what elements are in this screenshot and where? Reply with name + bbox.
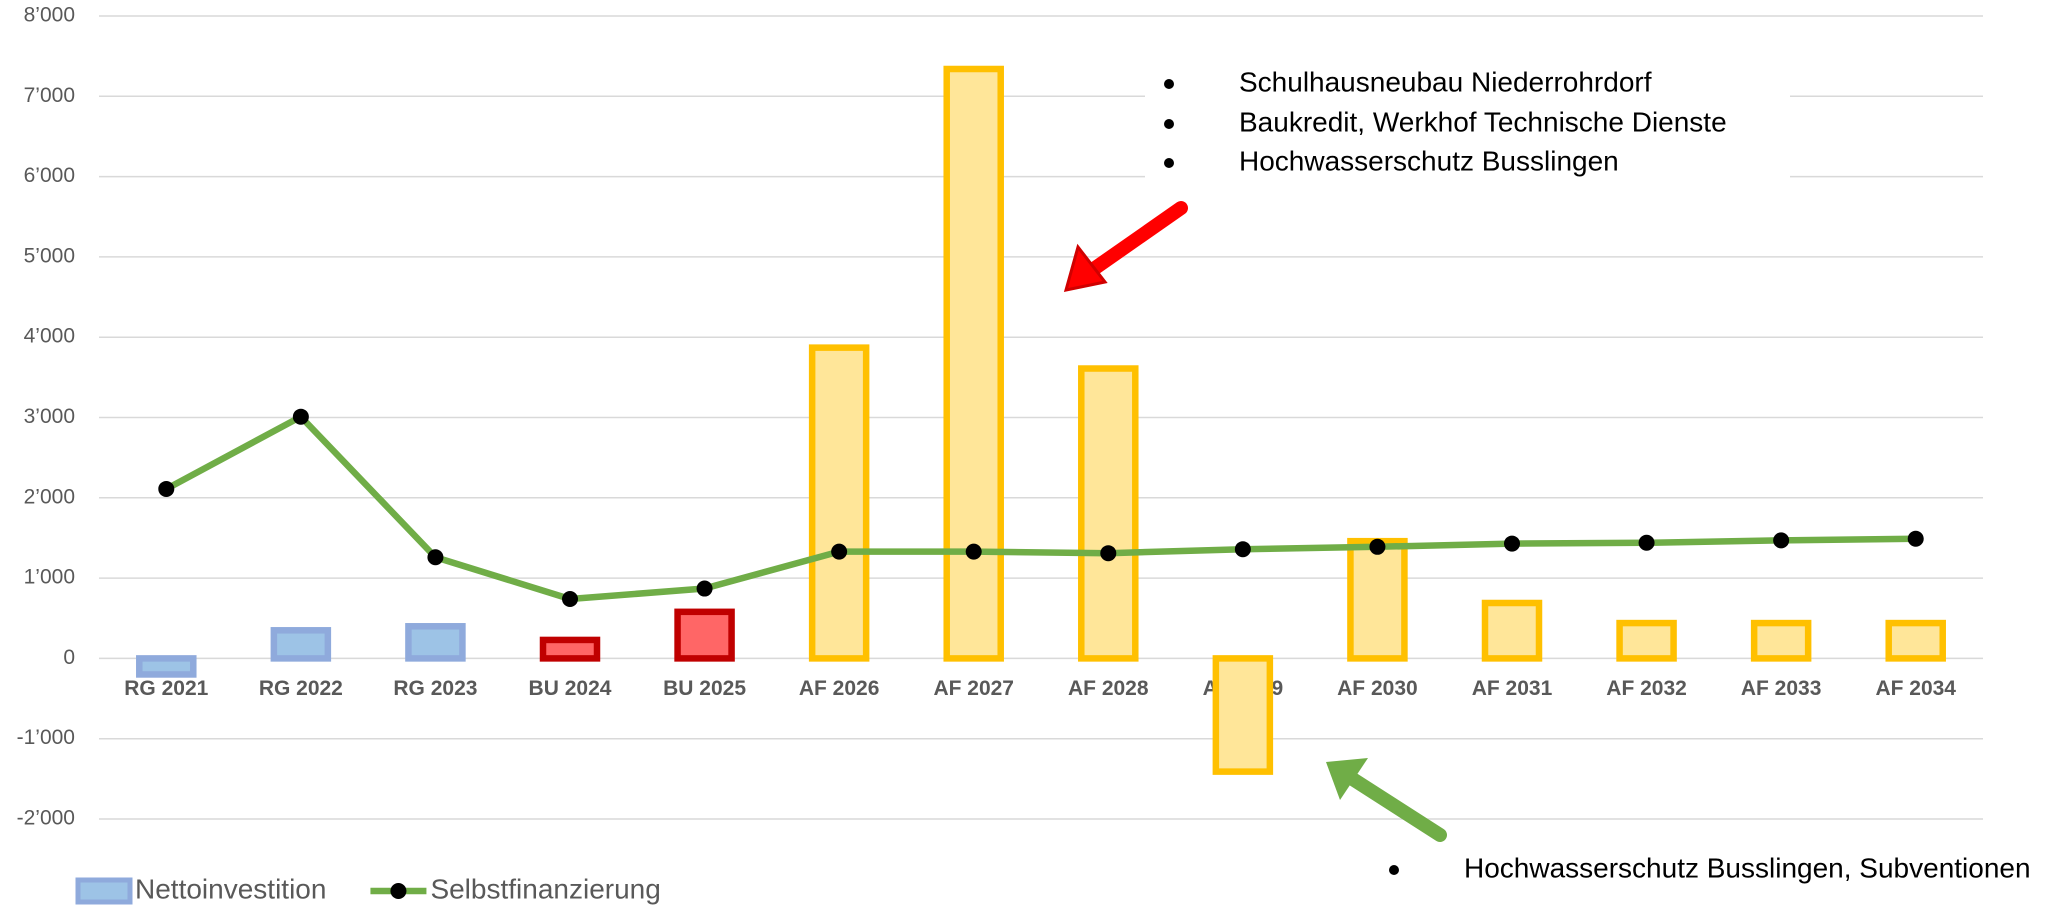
y-tick-label: 1’000 <box>24 566 75 589</box>
x-tick-label: AF 2034 <box>1875 677 1956 700</box>
marker <box>562 590 578 607</box>
line <box>164 413 1916 603</box>
marker <box>1504 535 1520 552</box>
x-tick-label: AF 2031 <box>1472 677 1553 700</box>
bars <box>136 65 1946 775</box>
legend-label: Nettoinvestition <box>135 873 326 904</box>
bar <box>539 636 601 662</box>
marker <box>427 549 444 566</box>
bar <box>1212 655 1274 775</box>
annotation-box <box>1370 845 2062 895</box>
bar <box>674 608 735 662</box>
annotation: Baukredit, Werkhof Technische Dienste <box>1239 106 1727 137</box>
bar <box>1481 599 1543 662</box>
y-tick-label: -1’000 <box>17 726 75 749</box>
y-tick-label: 3’000 <box>24 405 75 428</box>
arrow-head <box>1326 758 1368 800</box>
bar <box>270 627 332 662</box>
y-tick-label: 6’000 <box>24 164 75 187</box>
green-arrow <box>1326 758 1447 842</box>
x-tick-label: RG 2021 <box>124 677 208 700</box>
marker <box>831 543 848 560</box>
y-tick-label: 0 <box>63 646 75 669</box>
marker <box>965 543 982 560</box>
x-tick-label: AF 2027 <box>933 677 1014 700</box>
bar <box>1750 619 1812 662</box>
bar <box>1616 619 1677 662</box>
x-tick-label: AF 2028 <box>1068 677 1149 700</box>
bar <box>136 655 197 678</box>
x-tick-label: AF 2033 <box>1741 677 1822 700</box>
y-tick-label: 5’000 <box>24 244 75 267</box>
y-tick-label: 7’000 <box>24 84 75 107</box>
bullet <box>1164 119 1174 129</box>
arrow-shaft <box>1341 769 1447 842</box>
x-tick-label: AF 2030 <box>1337 677 1418 700</box>
marker <box>1100 545 1117 562</box>
x-tick-label: BU 2025 <box>663 677 746 700</box>
annotation: Schulhausneubau Niederrohrdorf <box>1239 66 1652 97</box>
marker <box>1638 534 1655 551</box>
annotation-box <box>1145 58 1790 186</box>
bullet <box>1389 865 1399 875</box>
arrow-shaft <box>1081 201 1188 280</box>
annotation: Hochwasserschutz Busslingen, Subventione… <box>1464 852 2031 883</box>
marker <box>292 408 309 425</box>
bar <box>405 623 466 662</box>
marker <box>1369 538 1386 555</box>
x-tick-label: AF 2032 <box>1606 677 1687 700</box>
bar <box>1347 537 1408 662</box>
x-tick-label: BU 2024 <box>529 677 612 700</box>
bullet <box>1164 79 1174 89</box>
bar <box>1885 619 1946 662</box>
marker <box>696 580 713 597</box>
y-tick-label: 4’000 <box>24 325 75 348</box>
y-tick-label: 2’000 <box>24 485 75 508</box>
bar <box>1078 365 1139 662</box>
marker <box>158 480 175 497</box>
legend: Nettoinvestition Selbstfinanzierung <box>75 873 661 905</box>
x-tick-label: RG 2023 <box>393 677 477 700</box>
bullet <box>1164 158 1174 168</box>
legend-label: Selbstfinanzierung <box>430 873 660 904</box>
grid: -2’000 -1’000 0 1’000 2’000 3’000 4’000 5’000 6’… <box>17 4 1983 830</box>
bar <box>808 344 870 662</box>
x-tick-label: RG 2022 <box>259 677 343 700</box>
legend-marker <box>390 883 407 899</box>
marker <box>1234 541 1251 558</box>
red-arrow <box>1063 201 1188 292</box>
annotation: Hochwasserschutz Busslingen <box>1239 145 1619 176</box>
marker <box>1773 532 1790 549</box>
y-tick-label: 8’000 <box>24 4 75 27</box>
marker <box>1907 530 1924 547</box>
x-tick-label: AF 2026 <box>799 677 880 700</box>
legend-swatch <box>75 877 133 905</box>
arrow-head <box>1063 243 1108 292</box>
bar <box>943 65 1004 662</box>
y-tick-label: -2’000 <box>17 807 75 830</box>
line-layer <box>158 408 1924 607</box>
